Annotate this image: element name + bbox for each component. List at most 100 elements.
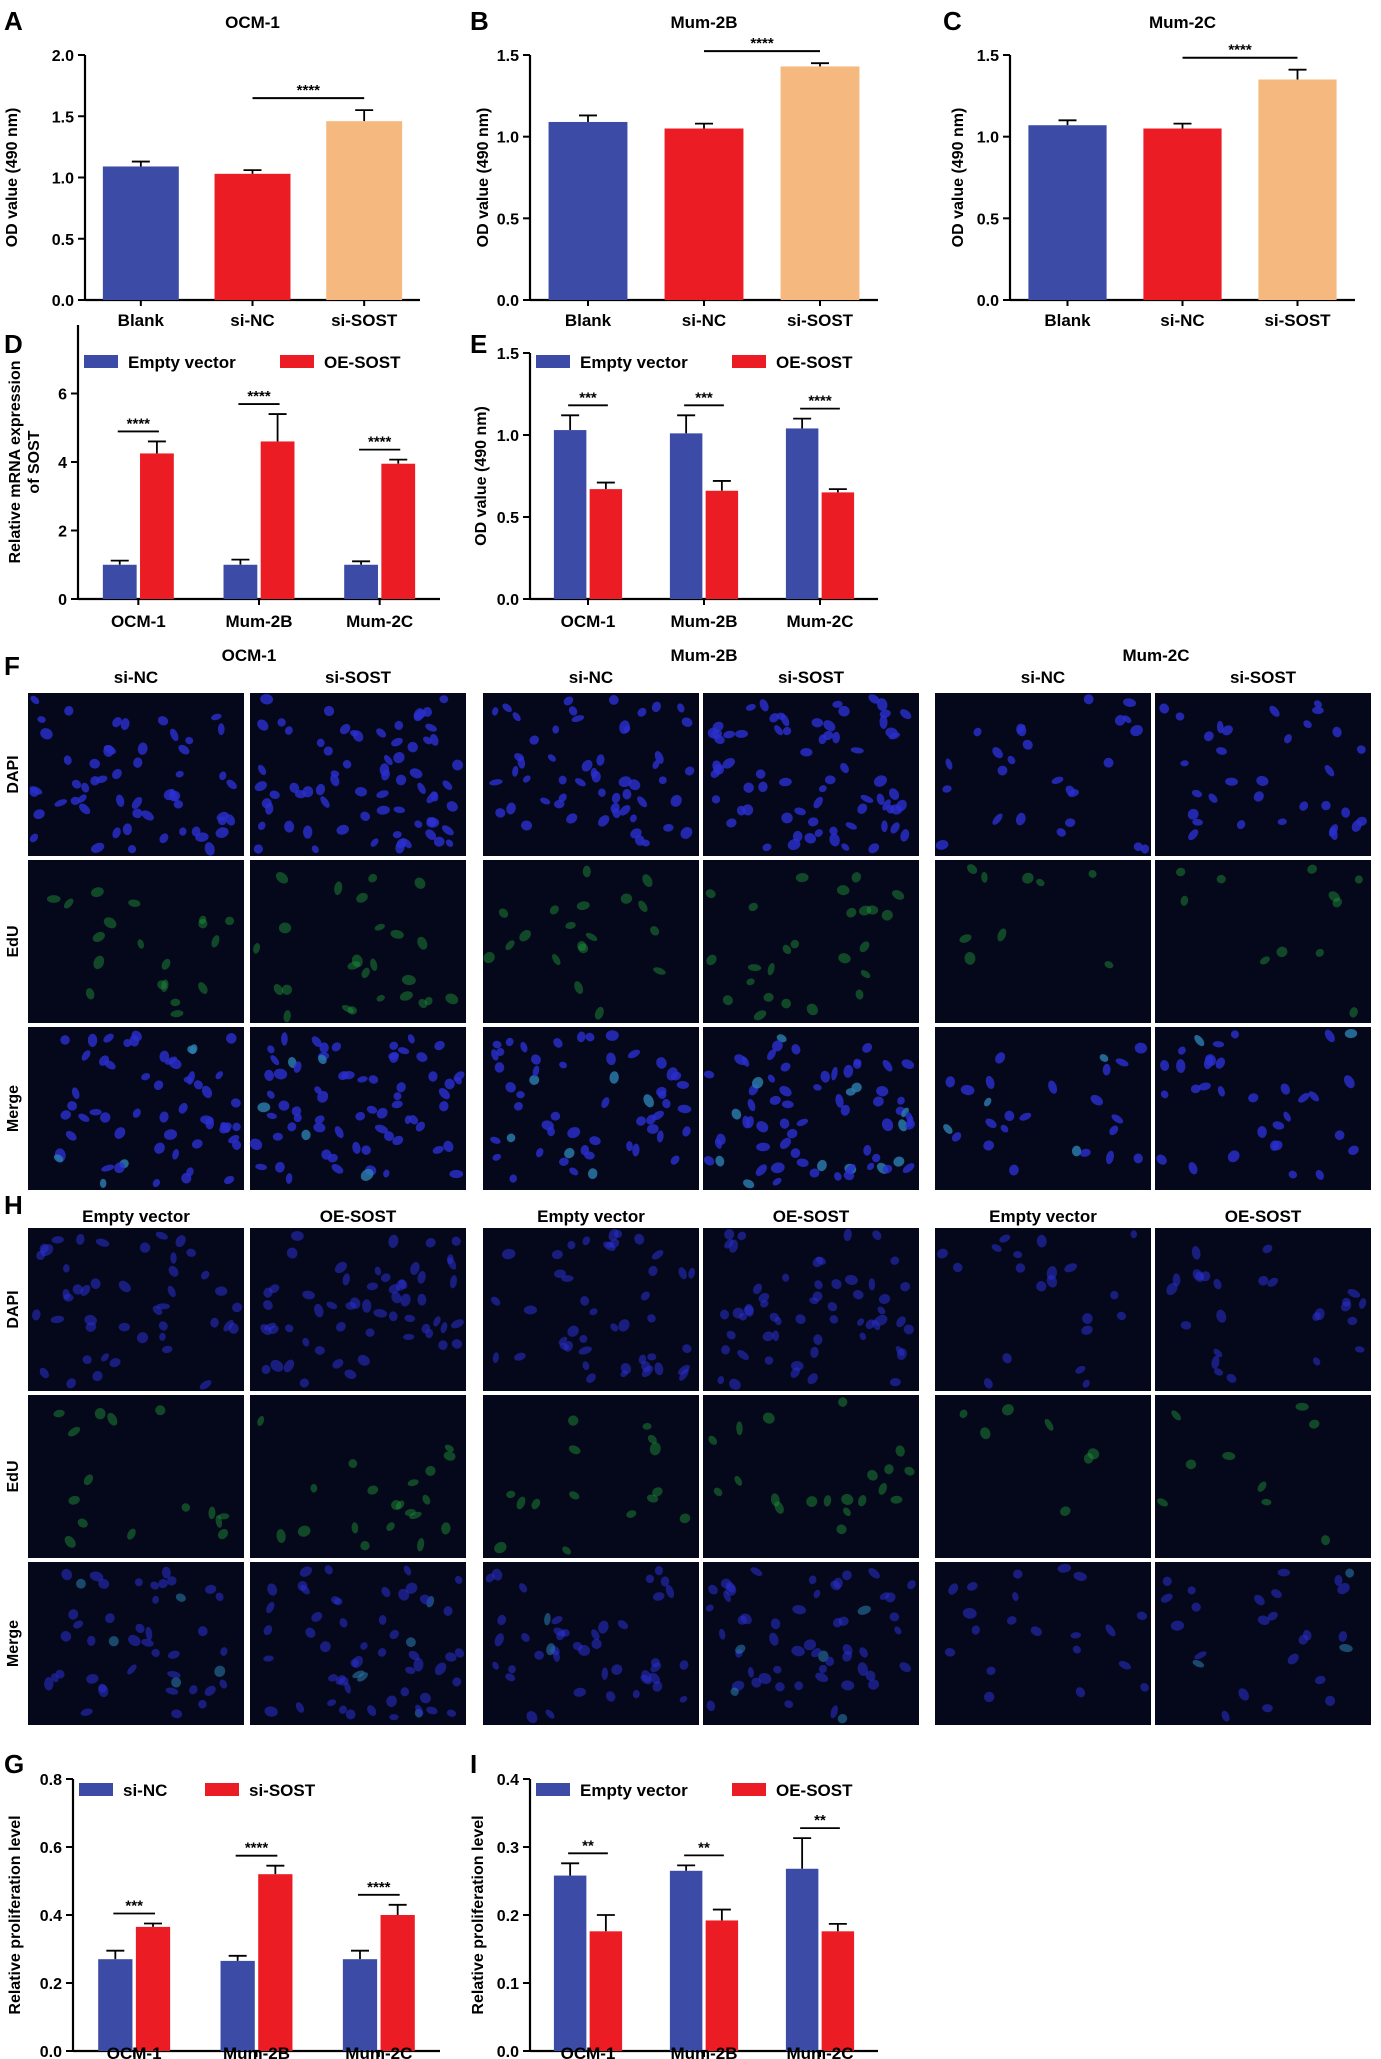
nucleus [77, 1518, 88, 1528]
nucleus [762, 1412, 775, 1424]
nucleus [351, 954, 363, 968]
chart-A: A OCM-1 0.0 0.5 1.0 1.5 2.0 OD value (490 nm) Bl… [4, 6, 420, 330]
nucleus [1177, 1046, 1186, 1055]
nucleus [141, 1638, 154, 1647]
micrograph [249, 1027, 466, 1190]
nucleus [885, 727, 898, 738]
nucleus [523, 1305, 538, 1315]
nucleus [652, 1110, 664, 1121]
nucleus [568, 1415, 579, 1426]
nucleus [454, 1575, 463, 1585]
significance-label: ** [814, 1812, 826, 1829]
bar [102, 564, 137, 599]
nucleus [492, 1153, 502, 1161]
nucleus [1007, 755, 1016, 765]
nucleus [400, 1687, 410, 1697]
nucleus [1030, 1626, 1043, 1636]
nucleus [295, 1702, 305, 1713]
nucleus [1175, 867, 1186, 877]
nucleus [897, 1096, 905, 1105]
nucleus [1324, 765, 1335, 777]
legend-label: OE-SOST [776, 1781, 853, 1800]
nucleus [1280, 1083, 1290, 1095]
nucleus [1188, 1162, 1198, 1175]
nucleus [1160, 1090, 1169, 1099]
nucleus [715, 1155, 725, 1167]
bar [258, 1874, 293, 2051]
nucleus [1046, 1266, 1058, 1280]
nucleus [857, 1662, 869, 1677]
y-tick-label: 0.6 [40, 1840, 62, 1857]
nucleus [551, 1616, 563, 1625]
nucleus [894, 1626, 902, 1635]
nucleus [1272, 1121, 1285, 1130]
micrograph [250, 860, 466, 1023]
micrograph [703, 1395, 919, 1558]
nucleus [440, 1322, 448, 1334]
nucleus [571, 715, 585, 723]
y-tick-label: 0.4 [497, 1772, 519, 1789]
nucleus [829, 1315, 839, 1324]
nucleus [770, 1493, 780, 1507]
nucleus [425, 723, 437, 732]
nucleus [893, 1156, 905, 1167]
micrograph-background [483, 1395, 699, 1558]
nucleus [50, 1315, 65, 1324]
nucleus [274, 1161, 285, 1173]
nucleus [882, 799, 891, 811]
nucleus [263, 1655, 274, 1662]
nucleus [368, 873, 378, 883]
nucleus [796, 1158, 809, 1167]
nucleus [558, 775, 567, 785]
nucleus [1090, 1094, 1104, 1106]
nucleus [759, 699, 769, 712]
nucleus [967, 1581, 978, 1591]
nucleus [584, 1151, 595, 1160]
nucleus [678, 1364, 690, 1375]
nucleus [679, 1660, 689, 1670]
nucleus [311, 1036, 322, 1047]
nucleus [808, 1575, 817, 1585]
nucleus [836, 1524, 847, 1535]
nucleus [581, 759, 593, 772]
nucleus [1313, 700, 1322, 708]
nucleus [619, 805, 631, 816]
nucleus [407, 1034, 415, 1044]
nucleus [782, 944, 792, 955]
x-tick-label: Blank [565, 311, 612, 330]
nucleus [546, 1643, 556, 1656]
nucleus [297, 1580, 308, 1591]
nucleus [509, 1174, 517, 1183]
y-axis-label: Relative proliferation level [470, 1815, 487, 2014]
nucleus [152, 1178, 161, 1188]
nucleus [444, 1078, 455, 1090]
nucleus [790, 1148, 801, 1159]
nucleus [267, 1583, 278, 1596]
nucleus [606, 1052, 616, 1066]
bar [1028, 125, 1107, 300]
bar [1143, 128, 1222, 300]
nucleus [722, 995, 733, 1006]
nucleus [219, 1679, 228, 1689]
nucleus [1284, 734, 1292, 744]
nucleus [112, 717, 122, 728]
nucleus [1283, 1111, 1291, 1122]
nucleus [332, 1358, 344, 1369]
nucleus [433, 1316, 441, 1327]
nucleus [261, 1364, 271, 1375]
nucleus [55, 1669, 65, 1679]
nucleus [1036, 1281, 1047, 1292]
nucleus [814, 1280, 823, 1290]
nucleus [114, 1162, 125, 1174]
nucleus [640, 1674, 652, 1685]
significance-label: **** [368, 434, 392, 451]
legend-swatch [732, 355, 766, 368]
nucleus [494, 1062, 505, 1073]
nucleus [718, 1628, 726, 1640]
condition-label: Empty vector [989, 1207, 1097, 1226]
nucleus [257, 764, 267, 776]
nucleus [514, 1352, 526, 1361]
nucleus [406, 1637, 416, 1648]
nucleus [1180, 760, 1189, 767]
